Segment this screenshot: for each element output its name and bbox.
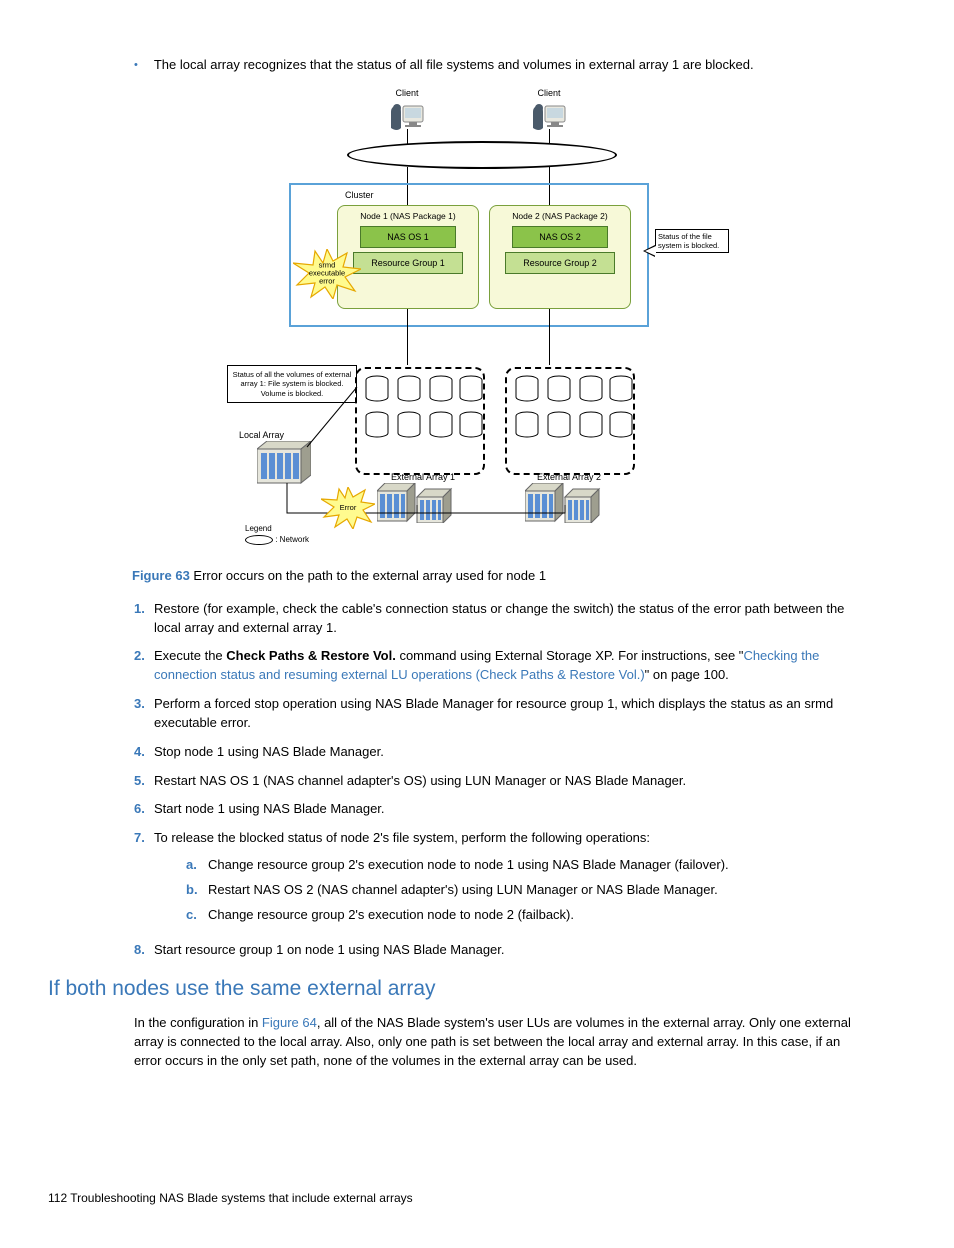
intro-bullet: • The local array recognizes that the st… bbox=[134, 56, 866, 75]
section-para-pre: In the configuration in bbox=[134, 1015, 262, 1030]
substep-text: Change resource group 2's execution node… bbox=[208, 906, 574, 925]
substep-text: Change resource group 2's execution node… bbox=[208, 856, 729, 875]
step-text: Restart NAS OS 1 (NAS channel adapter's … bbox=[154, 772, 866, 791]
legend-ellipse-icon bbox=[245, 535, 273, 545]
figure-caption: Figure 63 Error occurs on the path to th… bbox=[132, 567, 866, 586]
page-footer: 112 Troubleshooting NAS Blade systems th… bbox=[48, 1190, 866, 1207]
legend-row: : Network bbox=[245, 534, 309, 546]
substep-text: Restart NAS OS 2 (NAS channel adapter's)… bbox=[208, 881, 718, 900]
figure-63-diagram: Client Client bbox=[227, 87, 727, 557]
intro-bullet-text: The local array recognizes that the stat… bbox=[154, 56, 754, 75]
figure-64-link[interactable]: Figure 64 bbox=[262, 1015, 317, 1030]
step-text: Restore (for example, check the cable's … bbox=[154, 600, 866, 638]
step-number: 1. bbox=[134, 600, 154, 638]
step-text: Start node 1 using NAS Blade Manager. bbox=[154, 800, 866, 819]
step-item: 6.Start node 1 using NAS Blade Manager. bbox=[134, 800, 866, 819]
legend-title: Legend bbox=[245, 523, 309, 535]
diagram-container: Client Client bbox=[88, 87, 866, 557]
step-item: 8.Start resource group 1 on node 1 using… bbox=[134, 941, 866, 960]
substep-item: b.Restart NAS OS 2 (NAS channel adapter'… bbox=[186, 881, 866, 900]
step-number: 7. bbox=[134, 829, 154, 930]
step-number: 3. bbox=[134, 695, 154, 733]
steps-list: 1.Restore (for example, check the cable'… bbox=[134, 600, 866, 960]
legend-net-text: : Network bbox=[275, 535, 309, 544]
step-text: Start resource group 1 on node 1 using N… bbox=[154, 941, 866, 960]
step-number: 8. bbox=[134, 941, 154, 960]
substeps-list: a.Change resource group 2's execution no… bbox=[186, 856, 866, 925]
substep-item: c.Change resource group 2's execution no… bbox=[186, 906, 866, 925]
step-item: 3.Perform a forced stop operation using … bbox=[134, 695, 866, 733]
connector-lines bbox=[227, 87, 727, 547]
bullet-dot: • bbox=[134, 58, 138, 75]
section-heading: If both nodes use the same external arra… bbox=[48, 974, 866, 1004]
substep-letter: c. bbox=[186, 906, 208, 925]
step-number: 6. bbox=[134, 800, 154, 819]
figure-number: Figure 63 bbox=[132, 568, 190, 583]
step-text: Execute the Check Paths & Restore Vol. c… bbox=[154, 647, 866, 685]
step-text: Perform a forced stop operation using NA… bbox=[154, 695, 866, 733]
substep-letter: a. bbox=[186, 856, 208, 875]
step-item: 4.Stop node 1 using NAS Blade Manager. bbox=[134, 743, 866, 762]
section-paragraph: In the configuration in Figure 64, all o… bbox=[134, 1014, 866, 1071]
substep-item: a.Change resource group 2's execution no… bbox=[186, 856, 866, 875]
error-starburst-text: Error bbox=[340, 504, 357, 512]
step-number: 4. bbox=[134, 743, 154, 762]
legend: Legend : Network bbox=[245, 523, 309, 546]
step-item: 5.Restart NAS OS 1 (NAS channel adapter'… bbox=[134, 772, 866, 791]
step-item: 1.Restore (for example, check the cable'… bbox=[134, 600, 866, 638]
step-number: 5. bbox=[134, 772, 154, 791]
step-text: To release the blocked status of node 2'… bbox=[154, 829, 866, 930]
substep-letter: b. bbox=[186, 881, 208, 900]
step-item: 2.Execute the Check Paths & Restore Vol.… bbox=[134, 647, 866, 685]
step-number: 2. bbox=[134, 647, 154, 685]
step-item: 7.To release the blocked status of node … bbox=[134, 829, 866, 930]
error-starburst: Error bbox=[321, 487, 375, 529]
figure-caption-text: Error occurs on the path to the external… bbox=[190, 568, 546, 583]
step-text: Stop node 1 using NAS Blade Manager. bbox=[154, 743, 866, 762]
